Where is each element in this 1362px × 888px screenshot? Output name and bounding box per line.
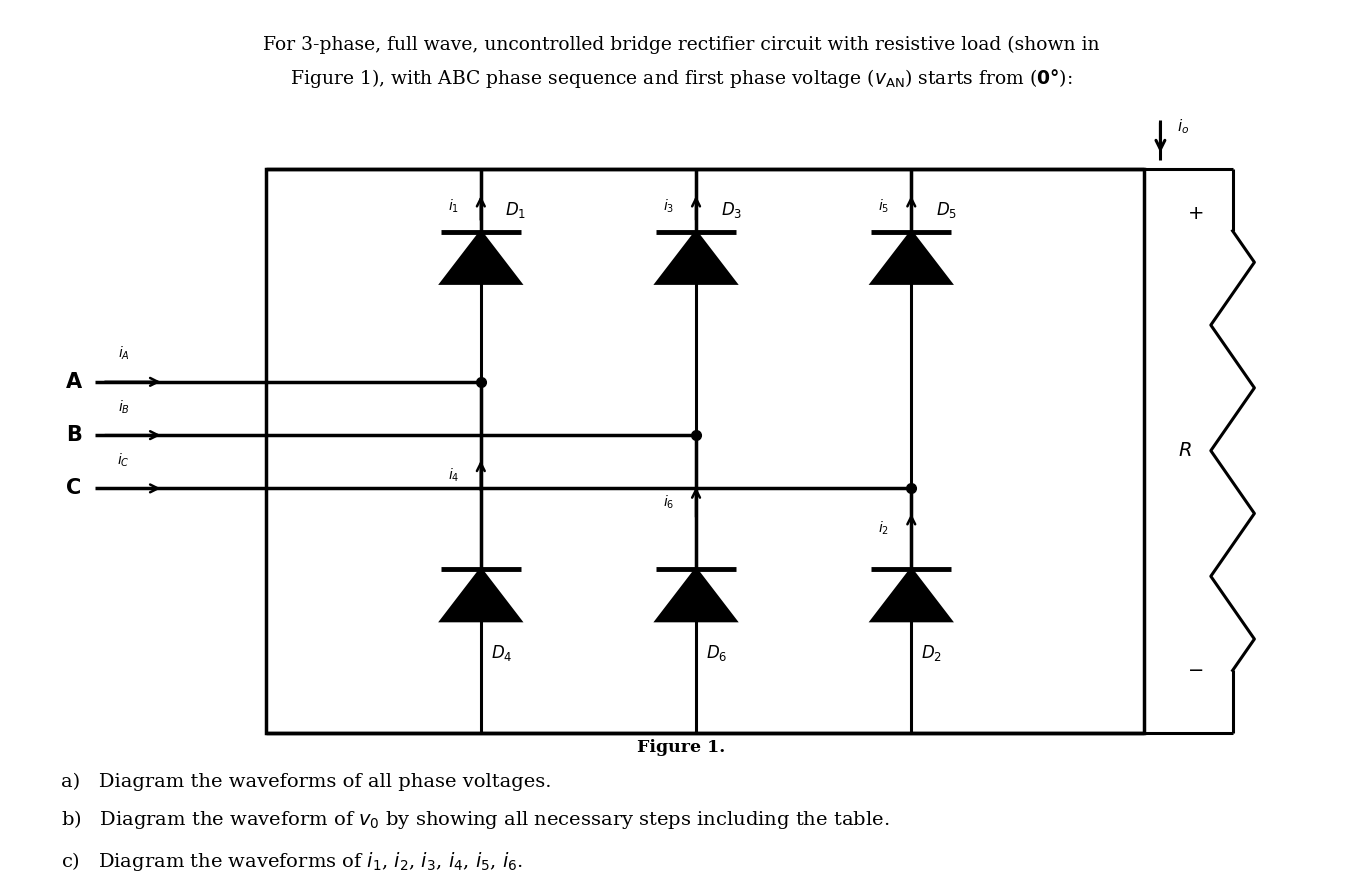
Text: Figure 1.: Figure 1. (637, 739, 725, 756)
Text: $i_B$: $i_B$ (117, 398, 129, 416)
Text: $D_2$: $D_2$ (921, 643, 943, 663)
Text: b)   Diagram the waveform of $v_\mathrm{0}$ by showing all necessary steps inclu: b) Diagram the waveform of $v_\mathrm{0}… (61, 808, 889, 831)
Text: $i_4$: $i_4$ (448, 467, 459, 484)
Text: $i_2$: $i_2$ (878, 520, 889, 537)
Text: $i_5$: $i_5$ (878, 198, 889, 215)
Text: $D_4$: $D_4$ (490, 643, 512, 663)
Text: $i_1$: $i_1$ (448, 198, 459, 215)
Polygon shape (872, 232, 951, 283)
Text: $D_1$: $D_1$ (505, 200, 527, 220)
Text: $i_A$: $i_A$ (117, 345, 129, 362)
Polygon shape (441, 232, 520, 283)
Text: For 3-phase, full wave, uncontrolled bridge rectifier circuit with resistive loa: For 3-phase, full wave, uncontrolled bri… (263, 36, 1099, 54)
Text: $i_6$: $i_6$ (663, 494, 674, 511)
Text: a)   Diagram the waveforms of all phase voltages.: a) Diagram the waveforms of all phase vo… (61, 773, 552, 791)
Text: $D_5$: $D_5$ (936, 200, 957, 220)
Text: A: A (65, 372, 82, 392)
Text: $i_o$: $i_o$ (1177, 117, 1189, 136)
Text: C: C (67, 479, 82, 498)
Text: B: B (65, 425, 82, 445)
Text: $D_6$: $D_6$ (706, 643, 727, 663)
Polygon shape (441, 569, 520, 621)
Polygon shape (656, 569, 735, 621)
Text: c)   Diagram the waveforms of $i_1$, $i_2$, $i_3$, $i_4$, $i_5$, $i_6$.: c) Diagram the waveforms of $i_1$, $i_2$… (61, 850, 523, 873)
Text: $i_C$: $i_C$ (117, 451, 129, 469)
Text: +: + (1188, 203, 1204, 223)
Bar (266, 169, 1144, 733)
Text: $R$: $R$ (1178, 441, 1192, 460)
Text: $i_3$: $i_3$ (663, 198, 674, 215)
Polygon shape (872, 569, 951, 621)
Polygon shape (656, 232, 735, 283)
Text: −: − (1188, 661, 1204, 680)
Text: $D_3$: $D_3$ (720, 200, 742, 220)
Text: Figure 1), with ABC phase sequence and first phase voltage ($v_\mathrm{AN}$) sta: Figure 1), with ABC phase sequence and f… (290, 67, 1072, 90)
